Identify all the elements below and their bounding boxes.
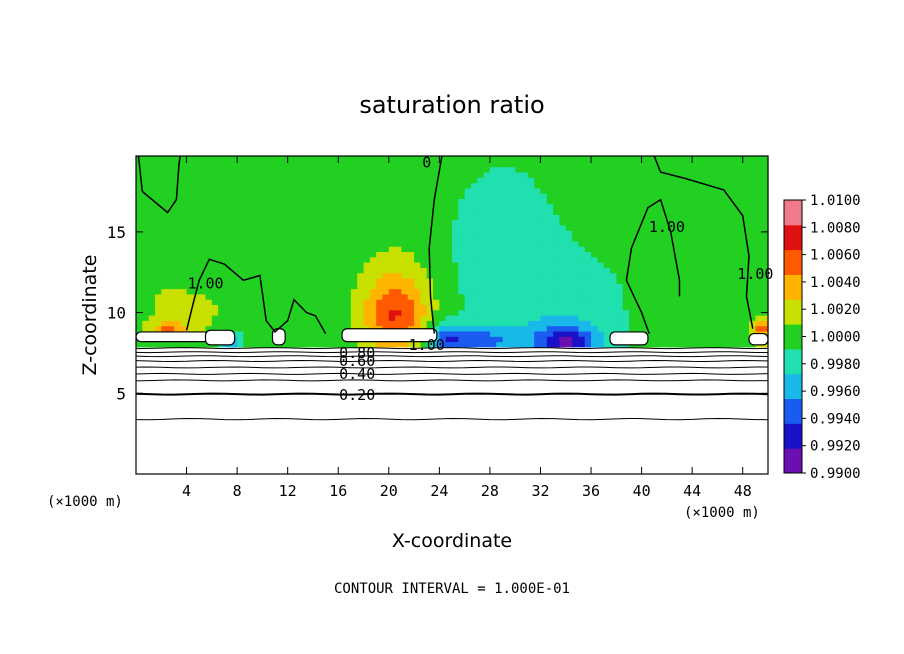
- colorbar-label: 1.0000: [810, 330, 861, 346]
- colorbar-swatch: [784, 448, 802, 474]
- cloud-core: [135, 331, 210, 343]
- contour-label: 1.00: [737, 265, 773, 283]
- x-tick-label: 40: [633, 482, 651, 500]
- contour-label: 1.00: [187, 275, 223, 293]
- contour-line: [653, 155, 754, 329]
- colorbar-label: 1.0060: [810, 248, 861, 264]
- y-unit-label: (×1000 m): [47, 494, 123, 510]
- colorbar-label: 0.9960: [810, 384, 861, 400]
- x-tick-label: 36: [582, 482, 600, 500]
- contour-label: 0.60: [339, 352, 375, 370]
- cloud-core: [609, 331, 649, 346]
- contour-line: [135, 347, 769, 350]
- contour-label: 1.00: [409, 336, 445, 354]
- contour-line: [625, 198, 681, 334]
- chart-title: saturation ratio: [359, 91, 544, 119]
- y-axis-title: Z-coordinate: [79, 255, 101, 376]
- contour-line: [135, 366, 768, 369]
- contour-line: [135, 359, 769, 363]
- y-tick-label: 5: [116, 384, 126, 403]
- colorbar-label: 1.0020: [810, 302, 861, 318]
- contour-line: [137, 155, 181, 214]
- x-tick-label: 48: [734, 482, 752, 500]
- contour-label: 1.00: [649, 218, 685, 236]
- plot-frame: [135, 155, 769, 475]
- contour-label: 0.80: [339, 344, 375, 362]
- colorbar-swatch: [784, 423, 802, 449]
- colorbar-swatch: [784, 373, 802, 400]
- contour-line: [135, 379, 769, 382]
- colorbar-swatch: [784, 200, 802, 226]
- contour-line: [135, 372, 769, 375]
- colorbar: 0.9900 0.9920 0.9940 0.9960 0.9980 1.0000 1.00…: [783, 193, 861, 482]
- x-tick-label: 24: [430, 482, 448, 500]
- colorbar-label: 1.0100: [810, 193, 861, 209]
- contour-line: [185, 258, 327, 334]
- contour-interval-note: CONTOUR INTERVAL = 1.000E-01: [334, 581, 570, 597]
- x-tick-label: 16: [329, 482, 347, 500]
- colorbar-swatch: [784, 299, 802, 325]
- x-tick-label: 44: [683, 482, 701, 500]
- plot-area: 0.20 0.400.600.80 1.00 1.00 1.00 1.00 0: [135, 153, 773, 475]
- contour-lines: [135, 155, 769, 421]
- contour-label: 0.40: [339, 365, 375, 383]
- colorbar-swatch: [784, 324, 802, 350]
- contour-line: [428, 155, 443, 334]
- colorbar-label: 0.9980: [810, 357, 861, 373]
- x-tick-label: 8: [233, 482, 242, 500]
- x-tick-label: 32: [531, 482, 549, 500]
- cloud-core: [748, 332, 769, 346]
- x-tick-label: 20: [380, 482, 398, 500]
- x-tick-label: 4: [182, 482, 191, 500]
- contour-line: [135, 392, 769, 396]
- x-axis-title: X-coordinate: [392, 530, 512, 552]
- colorbar-label: 1.0040: [810, 275, 861, 291]
- x-axis: 4 8 12 16 20 24 28 32 36 40 44 48: [182, 156, 752, 500]
- x-tick-label: 12: [279, 482, 297, 500]
- x-tick-label: 28: [481, 482, 499, 500]
- contour-line: [135, 355, 769, 358]
- colorbar-label: 0.9900: [810, 466, 861, 482]
- cloud-core: [204, 329, 236, 346]
- cloud-cores: [135, 328, 769, 346]
- contour-labels: 0.20 0.400.600.80 1.00 1.00 1.00 1.00 0: [187, 153, 773, 403]
- y-axis: 5 10 15: [107, 223, 768, 403]
- colorbar-label: 1.0080: [810, 220, 861, 236]
- colorbar-label: 0.9920: [810, 439, 861, 455]
- contour-line: [135, 351, 769, 354]
- saturation-field: [136, 156, 769, 475]
- contour-label: 0.20: [339, 386, 375, 404]
- x-unit-label: (×1000 m): [684, 505, 760, 521]
- colorbar-label: 0.9940: [810, 411, 861, 427]
- colorbar-swatch: [784, 274, 802, 300]
- cloud-core: [341, 328, 438, 343]
- colorbar-swatch: [784, 224, 802, 251]
- colorbar-swatch: [784, 348, 802, 375]
- contour-label: 0: [422, 153, 431, 171]
- y-tick-label: 15: [107, 223, 126, 242]
- y-tick-label: 10: [107, 304, 126, 323]
- contour-line: [135, 417, 769, 421]
- colorbar-swatch: [784, 249, 802, 275]
- colorbar-swatch: [784, 398, 802, 424]
